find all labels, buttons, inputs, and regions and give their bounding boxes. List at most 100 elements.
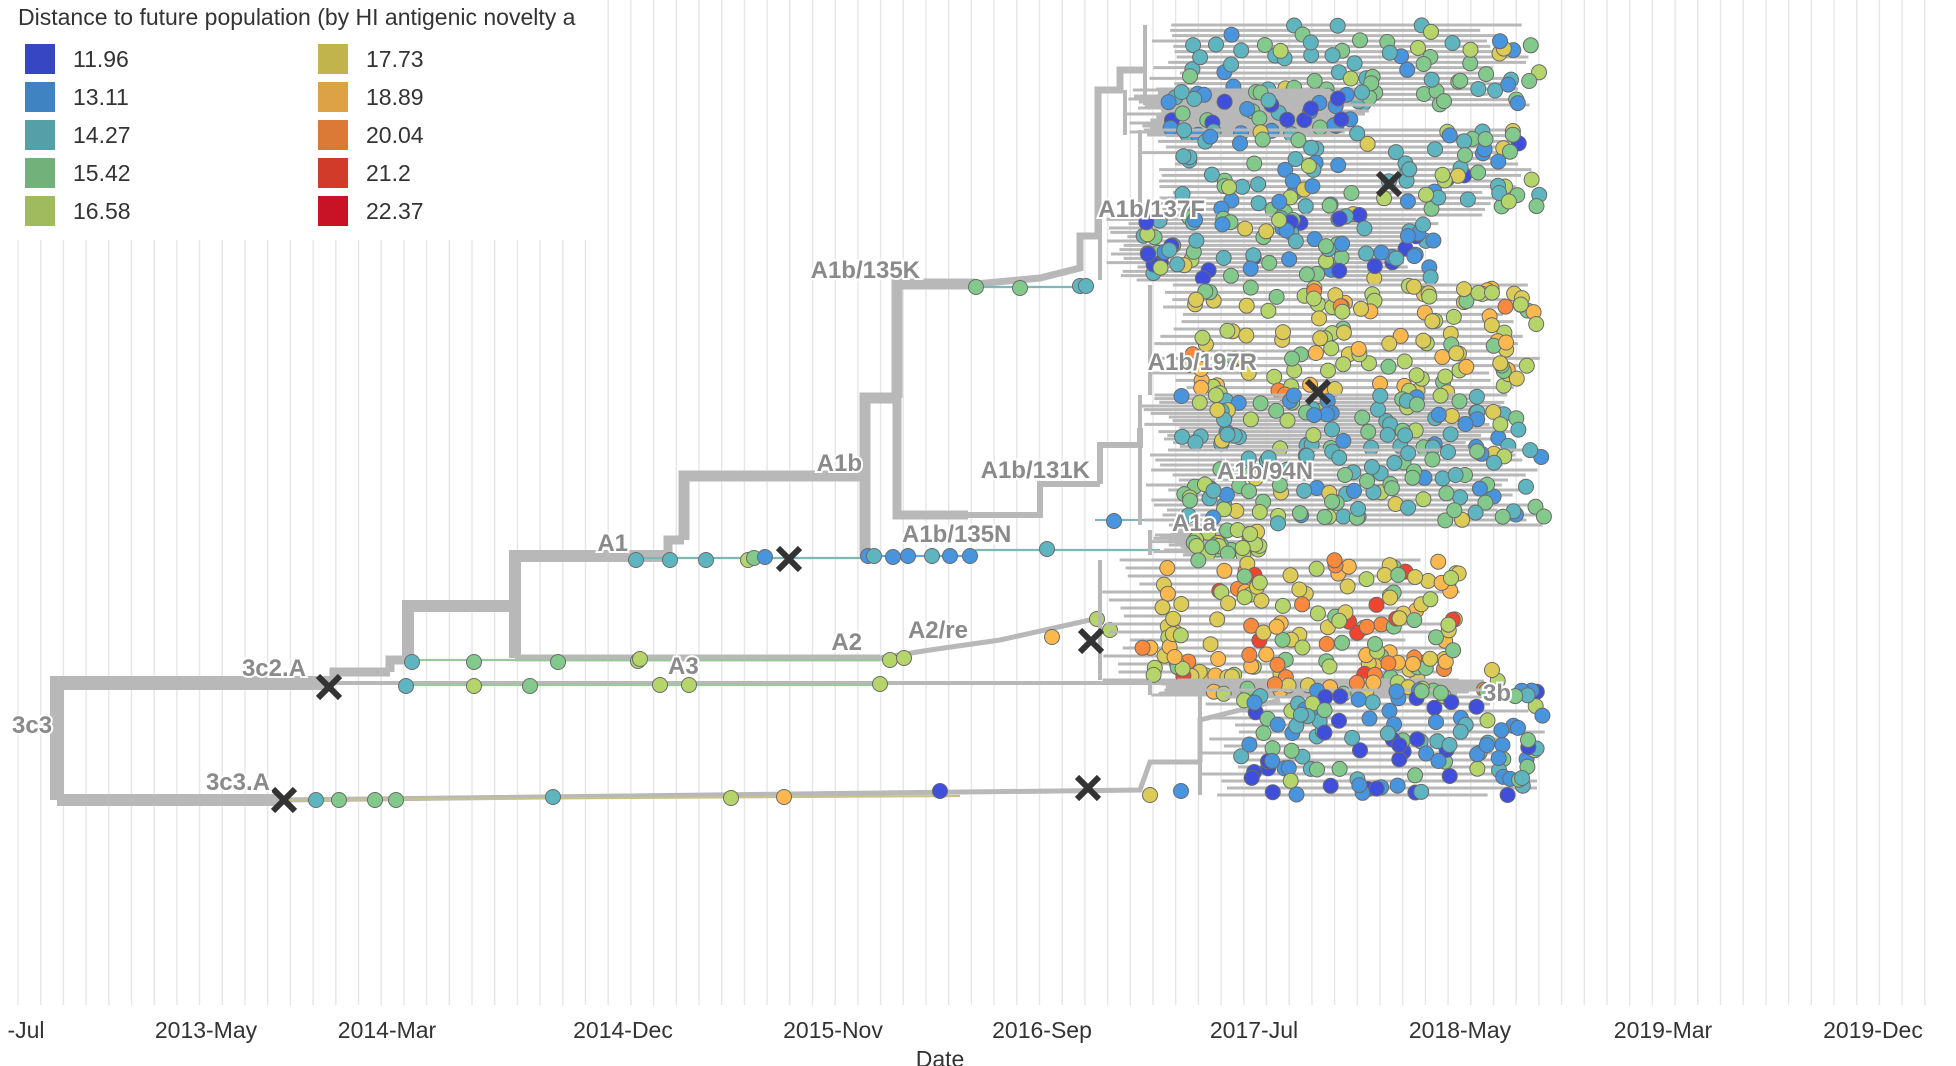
tip-node [1509, 95, 1526, 112]
tip-node [1321, 197, 1338, 214]
tip-node [1238, 297, 1255, 314]
tip-node [1456, 281, 1472, 298]
tip-node [1331, 210, 1348, 227]
tip-node [1298, 447, 1315, 464]
tip-node [1316, 702, 1333, 719]
tree-branch [974, 232, 1098, 288]
tip-node [1370, 401, 1386, 418]
tip-node [1500, 193, 1517, 210]
tip-node [1351, 207, 1368, 223]
legend-item[interactable]: 20.04 [318, 118, 424, 152]
tip-node [1352, 32, 1368, 49]
tip-node [1380, 358, 1397, 375]
tip-node [1335, 324, 1352, 341]
tip-node [1330, 157, 1347, 174]
tip-node [1334, 634, 1350, 651]
tip-node [1142, 787, 1158, 803]
tip-node [896, 650, 912, 666]
tip-node [1459, 191, 1476, 208]
tip-node [1173, 596, 1190, 612]
tip-node [1233, 42, 1250, 59]
tip-node [1264, 784, 1281, 801]
tip-node [1323, 340, 1340, 357]
x-tick-label: -Jul [7, 1017, 44, 1043]
x-tick-label: 2014-Dec [573, 1017, 673, 1043]
tip-node [1152, 259, 1169, 276]
tip-node [1405, 278, 1422, 295]
legend-item[interactable]: 21.2 [318, 156, 411, 190]
tip-node [1294, 639, 1311, 656]
tip-node [1078, 278, 1094, 294]
tip-node [1448, 345, 1465, 362]
clade-label: 3c3 [12, 712, 52, 739]
tip-node [1242, 260, 1259, 277]
legend-item[interactable]: 22.37 [318, 194, 424, 228]
tip-node [1174, 428, 1191, 445]
tip-node [1331, 612, 1348, 629]
x-tick-label: 2019-Dec [1823, 1017, 1923, 1043]
tip-node [1358, 618, 1375, 635]
tip-node [1410, 40, 1426, 56]
tip-node [1281, 251, 1298, 268]
legend-item[interactable]: 13.11 [25, 80, 129, 114]
legend-item[interactable]: 17.73 [318, 42, 424, 76]
tip-node [662, 552, 678, 568]
legend-item[interactable]: 14.27 [25, 118, 131, 152]
tip-node [1344, 729, 1361, 746]
tip-node [1284, 173, 1301, 189]
tip-node [1318, 635, 1335, 652]
tip-node [776, 789, 792, 805]
tip-node [1294, 596, 1311, 613]
tip-node [1388, 683, 1405, 700]
tip-node [522, 678, 538, 694]
tip-node [1406, 612, 1423, 629]
legend-item[interactable]: 11.96 [25, 42, 129, 76]
tip-node [1251, 110, 1268, 127]
tip-node [1478, 737, 1495, 754]
tip-node [388, 792, 404, 808]
tip-node [1497, 298, 1514, 315]
x-tick-label: 2016-Sep [992, 1017, 1092, 1043]
tip-node [1166, 649, 1183, 665]
tip-node [1350, 500, 1367, 517]
tree-branch [891, 278, 975, 398]
tip-node [1012, 280, 1028, 296]
tip-node [1165, 610, 1182, 627]
tip-node [1333, 249, 1350, 266]
tip-node [1397, 427, 1414, 444]
tip-node [1407, 767, 1424, 784]
tip-node [1388, 250, 1405, 267]
tip-node [1442, 426, 1459, 443]
tip-node [1469, 746, 1486, 763]
tip-node [1508, 370, 1525, 387]
tip-node [1428, 629, 1444, 646]
tip-node [1174, 105, 1191, 122]
tip-node [1208, 36, 1224, 53]
tip-node [1312, 330, 1329, 347]
tip-node [1389, 777, 1406, 794]
tip-node [1424, 451, 1441, 468]
tip-node [1498, 334, 1515, 351]
tip-node [1202, 128, 1219, 145]
tip-node [1352, 742, 1368, 759]
tip-node [1492, 416, 1509, 433]
legend-item[interactable]: 18.89 [318, 80, 424, 114]
tip-node [1360, 423, 1377, 440]
tip-node [1241, 736, 1258, 753]
tip-node [1415, 56, 1432, 72]
tip-node [1335, 432, 1352, 449]
tip-node [1399, 61, 1416, 78]
tip-node [1232, 135, 1248, 152]
tip-node [932, 783, 948, 799]
x-tick-label: 2014-Mar [338, 1017, 437, 1043]
tip-node [1348, 674, 1365, 691]
tip-node [1358, 571, 1375, 588]
tip-node [1520, 732, 1536, 748]
legend-item[interactable]: 16.58 [25, 194, 131, 228]
tip-node [1250, 176, 1267, 193]
tip-node [1260, 302, 1277, 319]
tip-node [1175, 148, 1192, 165]
tip-node [1275, 324, 1291, 341]
legend-item[interactable]: 15.42 [25, 156, 131, 190]
tip-node [1521, 73, 1538, 89]
